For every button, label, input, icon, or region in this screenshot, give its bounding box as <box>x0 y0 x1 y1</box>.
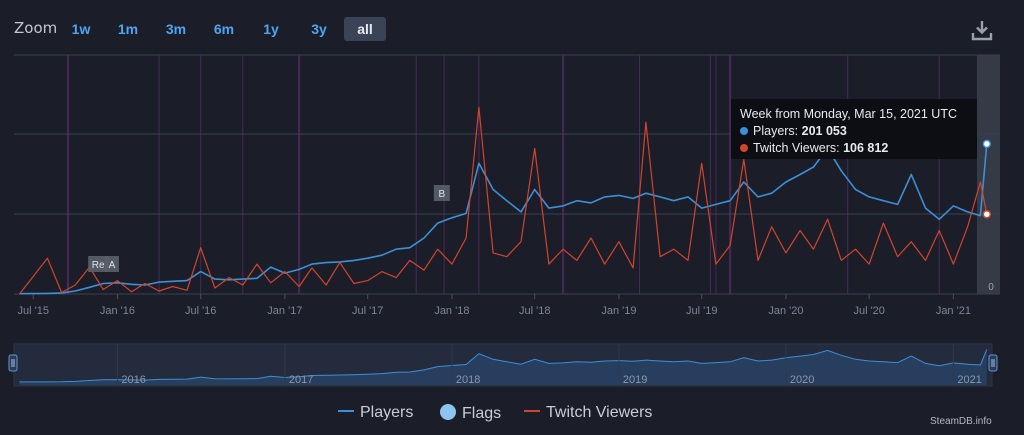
twitch-hover-marker <box>982 209 992 219</box>
navigator-label: 2021 <box>957 374 981 386</box>
flag-box <box>104 256 119 272</box>
x-tick-label: Jan '17 <box>267 305 302 317</box>
navigator-label: 2016 <box>121 374 145 386</box>
zoom-button-1w[interactable]: 1w <box>71 21 91 37</box>
zoom-button-all[interactable]: all <box>344 17 386 41</box>
players-dot-icon <box>740 127 748 135</box>
navigator-label: 2019 <box>623 374 647 386</box>
twitch-series-line <box>19 106 988 295</box>
y-tick-label: 0 <box>988 282 994 293</box>
flags-circle-icon <box>440 404 456 420</box>
download-icon[interactable] <box>970 18 994 42</box>
zoom-button-3m[interactable]: 3m <box>165 21 187 37</box>
twitch-line-icon <box>524 410 540 412</box>
tooltip-header: Week from Monday, Mar 15, 2021 UTC <box>740 107 957 121</box>
flag-B: B <box>433 185 450 201</box>
flag-box <box>433 185 450 201</box>
legend-item-twitch[interactable]: Twitch Viewers <box>524 404 652 422</box>
players-series-line <box>19 143 988 295</box>
zoom-button-1m[interactable]: 1m <box>117 21 139 37</box>
x-tick-label: Jul '15 <box>17 305 48 317</box>
navigator-label: 2020 <box>790 374 814 386</box>
legend-twitch-label: Twitch Viewers <box>546 404 653 421</box>
credit-link[interactable]: SteamDB.info <box>930 416 992 427</box>
flag-A: A <box>104 256 119 272</box>
main-chart: Jul '15 Jan '16 Jul '16 Jan '17 Jul '17 Jan '… <box>8 54 1000 387</box>
tooltip-players-label: Players: <box>753 124 799 138</box>
twitch-dot-icon <box>740 144 748 152</box>
legend-players-label: Players <box>360 404 414 421</box>
x-tick-label: Jul '16 <box>185 305 216 317</box>
chart-tooltip: Week from Monday, Mar 15, 2021 UTC Playe… <box>731 99 977 159</box>
navigator-left-handle[interactable] <box>8 354 18 372</box>
x-tick-label: Jul '18 <box>519 305 550 317</box>
x-tick-label: Jan '19 <box>601 305 636 317</box>
x-tick-label: Jul '17 <box>352 305 383 317</box>
flag-label: Re <box>92 260 105 271</box>
zoom-button-1y[interactable]: 1y <box>263 21 279 37</box>
flag-label: B <box>438 189 445 200</box>
x-tick-label: Jan '18 <box>434 305 469 317</box>
x-tick-label: Jul '20 <box>853 305 884 317</box>
handle-grip <box>988 354 998 372</box>
flag-Re: Re <box>88 256 109 272</box>
navigator-label: 2018 <box>456 374 480 386</box>
flag-label: A <box>109 260 116 271</box>
toolbar: Zoom 1w 1m 3m 6m 1y 3y all <box>0 0 1024 56</box>
x-tick-label: Jul '19 <box>686 305 717 317</box>
hover-column <box>977 55 1000 294</box>
tooltip-twitch-value: 106 812 <box>843 141 889 155</box>
zoom-label: Zoom <box>14 19 58 37</box>
tooltip-twitch-row: Twitch Viewers: 106 812 <box>740 140 968 157</box>
x-tick-label: Jan '21 <box>936 305 971 317</box>
players-line-icon <box>338 410 354 412</box>
zoom-button-3y[interactable]: 3y <box>311 21 327 37</box>
tooltip-twitch-label: Twitch Viewers: <box>753 141 840 155</box>
x-tick-label: Jan '20 <box>768 305 803 317</box>
legend-flags-label: Flags <box>462 405 502 422</box>
navigator-label: 2017 <box>289 374 313 386</box>
legend-item-players[interactable]: Players <box>338 404 413 422</box>
tooltip-players-row: Players: 201 053 <box>740 123 968 140</box>
zoom-button-6m[interactable]: 6m <box>213 21 235 37</box>
flag-box <box>88 256 109 272</box>
legend-item-flags[interactable]: Flags <box>440 404 501 423</box>
handle-grip <box>8 354 18 372</box>
navigator-line <box>19 349 988 383</box>
players-hover-marker <box>982 139 992 149</box>
x-tick-label: Jan '16 <box>100 305 135 317</box>
navigator-right-handle[interactable] <box>988 354 998 372</box>
tooltip-players-value: 201 053 <box>801 124 847 138</box>
chart-legend: Players Flags Twitch Viewers <box>0 400 1024 430</box>
